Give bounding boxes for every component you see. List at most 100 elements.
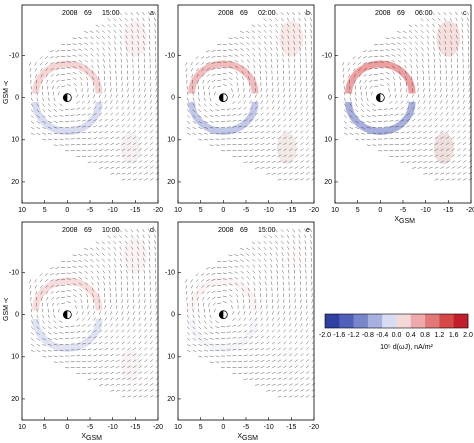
field-vector (66, 284, 71, 286)
field-vector (288, 335, 292, 339)
field-vector (201, 68, 205, 72)
field-vector (294, 389, 299, 392)
field-vector (400, 113, 405, 116)
field-vector (81, 100, 85, 104)
field-vector (294, 377, 299, 380)
field-vector (226, 325, 231, 327)
field-vector (266, 359, 270, 363)
field-vector (270, 52, 273, 57)
field-vector (113, 240, 117, 245)
field-vector (462, 88, 465, 92)
field-vector (411, 106, 415, 110)
x-tick-label: -20 (153, 207, 163, 214)
field-vector (73, 82, 77, 87)
field-vector (138, 377, 143, 380)
field-vector (271, 311, 274, 315)
field-vector (223, 301, 227, 304)
field-vector (343, 121, 348, 124)
field-vector (87, 360, 92, 363)
field-vector (432, 29, 435, 33)
field-vector (211, 50, 216, 52)
field-vector (215, 126, 220, 128)
field-vector (277, 88, 280, 92)
field-vector (90, 264, 94, 268)
field-vector (304, 23, 307, 27)
field-vector (288, 329, 292, 333)
field-vector (304, 234, 307, 239)
field-vector (293, 46, 295, 51)
field-vector (138, 359, 142, 363)
field-vector (277, 82, 279, 86)
field-vector (115, 347, 120, 351)
field-vector (98, 317, 102, 321)
field-vector (93, 329, 97, 333)
negative-region (345, 101, 416, 135)
field-vector (349, 121, 354, 124)
field-vector (36, 332, 40, 335)
field-vector (275, 41, 278, 45)
field-vector (457, 160, 461, 163)
field-vector (444, 35, 447, 39)
field-vector (149, 263, 151, 268)
field-vector (286, 23, 290, 28)
field-vector (93, 155, 98, 157)
field-vector (98, 335, 103, 339)
field-vector (271, 323, 275, 327)
field-vector (42, 332, 46, 335)
field-vector (99, 378, 103, 380)
field-vector (379, 78, 384, 81)
field-vector (143, 35, 145, 39)
field-vector (203, 326, 208, 330)
field-vector (468, 166, 473, 169)
field-vector (391, 54, 396, 57)
field-vector (137, 46, 139, 51)
field-vector (310, 246, 312, 250)
field-vector (311, 166, 316, 169)
field-vector (283, 335, 287, 339)
field-vector (137, 258, 139, 262)
field-vector (192, 326, 196, 330)
field-vector (238, 360, 243, 363)
field-vector (271, 365, 276, 368)
field-vector (53, 349, 58, 352)
field-vector (234, 259, 239, 262)
field-vector (130, 229, 134, 233)
field-vector (252, 41, 256, 45)
field-vector (153, 11, 156, 16)
field-vector (87, 161, 92, 163)
field-vector (310, 35, 312, 39)
field-vector (131, 263, 134, 268)
field-vector (59, 115, 64, 117)
field-vector (438, 47, 441, 51)
field-vector (155, 287, 157, 292)
field-vector (142, 29, 145, 33)
field-vector (143, 258, 145, 262)
field-vector (198, 97, 201, 102)
field-vector (155, 70, 157, 75)
field-vector (249, 94, 252, 98)
time: 06:00 (415, 10, 433, 17)
field-vector (299, 35, 301, 39)
field-vector (127, 94, 130, 98)
field-vector (416, 70, 418, 75)
field-vector (125, 35, 128, 39)
field-vector (254, 94, 257, 98)
field-vector (121, 305, 124, 309)
field-vector (56, 85, 60, 89)
field-vector (457, 100, 460, 104)
field-vector (277, 311, 280, 315)
x-tick-label: -20 (309, 207, 319, 214)
field-vector (451, 178, 456, 181)
field-vector (138, 148, 143, 151)
field-vector (372, 109, 377, 112)
field-vector (237, 330, 242, 333)
field-vector (131, 35, 134, 39)
field-vector (440, 88, 442, 92)
field-vector (232, 138, 237, 140)
field-vector (132, 311, 135, 315)
field-vector (462, 41, 464, 45)
field-vector (30, 132, 35, 136)
field-vector (467, 17, 469, 22)
field-vector (98, 125, 103, 128)
field-vector (360, 115, 365, 118)
